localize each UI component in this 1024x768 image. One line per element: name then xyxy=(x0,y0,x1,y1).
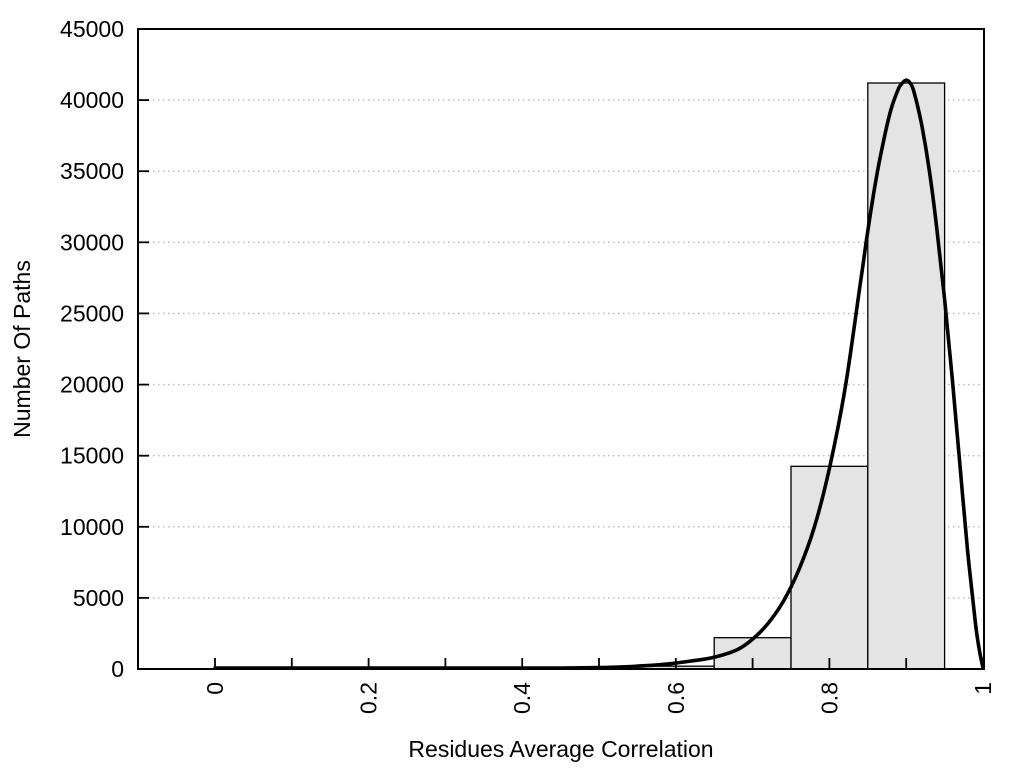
y-axis-ticks xyxy=(138,28,149,670)
x-tick-label: 0 xyxy=(202,682,228,695)
y-tick-label: 0 xyxy=(111,656,124,682)
x-tick-label: 0.2 xyxy=(356,682,382,714)
y-axis-tick-labels: 0 5000 10000 15000 20000 25000 30000 35000 40000… xyxy=(60,16,124,682)
plot-border xyxy=(137,28,985,670)
x-tick-label: 0.8 xyxy=(816,682,842,714)
x-axis-tick-labels: 0 0.2 0.4 0.6 0.8 1 xyxy=(202,682,996,714)
y-tick-label: 35000 xyxy=(60,158,124,184)
histogram-bar xyxy=(790,465,869,670)
plot-border-rect xyxy=(137,28,985,670)
histogram-bars xyxy=(636,82,946,670)
x-tick-label: 1 xyxy=(970,682,996,695)
y-tick-label: 20000 xyxy=(60,372,124,398)
y-tick-label: 10000 xyxy=(60,514,124,540)
y-tick-label: 5000 xyxy=(73,585,124,611)
y-tick-label: 30000 xyxy=(60,229,124,255)
x-tick-label: 0.4 xyxy=(509,682,535,714)
y-tick-label: 40000 xyxy=(60,87,124,113)
y-tick-label: 15000 xyxy=(60,443,124,469)
x-tick-label: 0.6 xyxy=(663,682,689,714)
y-tick-label: 45000 xyxy=(60,16,124,42)
x-axis-ticks xyxy=(214,658,984,669)
x-axis-title: Residues Average Correlation xyxy=(408,736,713,762)
y-axis-title: Number Of Paths xyxy=(9,260,35,438)
y-tick-label: 25000 xyxy=(60,300,124,326)
